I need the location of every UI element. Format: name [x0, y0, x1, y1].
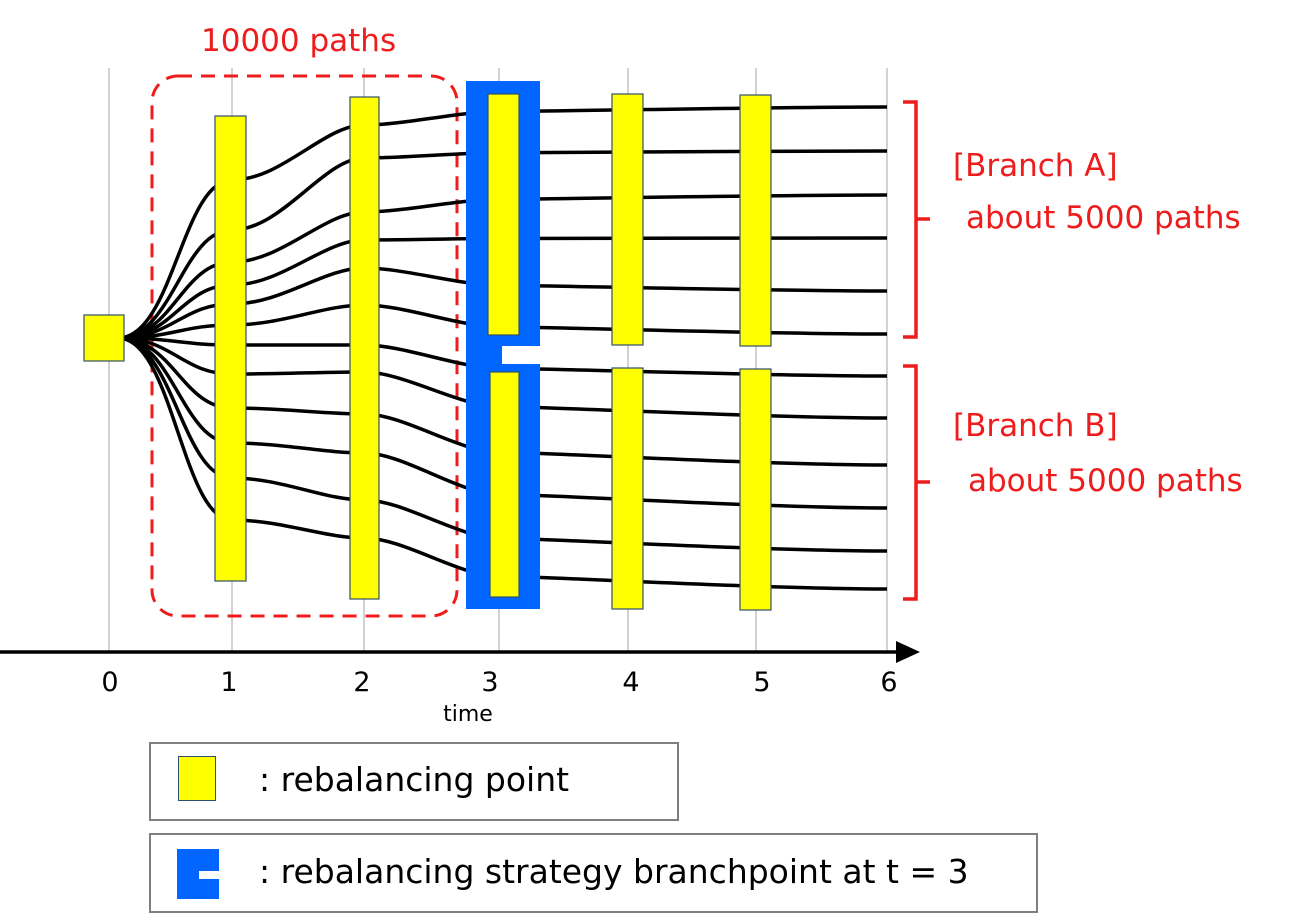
rebalancing-point-t3-a [487, 93, 520, 336]
tick-label-1: 1 [220, 667, 237, 698]
rebalancing-point-t4-a [611, 93, 644, 346]
tick-label-5: 5 [753, 667, 770, 698]
time-tick-labels: 0 1 2 3 4 5 6 [101, 667, 897, 698]
paths-total-label: 10000 paths [201, 23, 396, 59]
rebalancing-point-t1 [214, 115, 247, 582]
time-axis-arrowhead [896, 641, 920, 663]
yellow-square-icon [178, 756, 216, 801]
rebalancing-point-t3-b [489, 371, 520, 598]
simulated-path [117, 336, 888, 467]
paths-region-outline [150, 74, 459, 618]
tick-label-2: 2 [353, 667, 370, 698]
rebalancing-point-t2 [349, 96, 380, 600]
simulated-path [117, 336, 888, 420]
rebalancing-point-t5-b [739, 368, 772, 611]
tick-label-4: 4 [622, 667, 639, 698]
legend-rebalancing-point: : rebalancing point [149, 742, 679, 821]
legend-rebalancing-point-label: : rebalancing point [259, 760, 570, 799]
branch-a-bracket [903, 100, 930, 339]
simulated-path [117, 303, 888, 340]
tick-label-6: 6 [880, 667, 897, 698]
rebalancing-point-t0 [83, 314, 125, 362]
time-axis-title: time [443, 702, 493, 727]
simulated-path [117, 336, 888, 378]
legend-branchpoint-label: : rebalancing strategy branchpoint at t … [259, 852, 969, 891]
branch-a-count: about 5000 paths [966, 200, 1241, 236]
branchpoint-marker [466, 81, 540, 609]
branch-b-title: [Branch B] [953, 408, 1118, 444]
simulated-path [117, 336, 888, 510]
blue-notched-square-icon [177, 849, 219, 899]
rebalancing-points [83, 93, 772, 611]
tick-label-3: 3 [481, 667, 498, 698]
legend-branchpoint: : rebalancing strategy branchpoint at t … [149, 833, 1038, 913]
branch-a-title: [Branch A] [953, 148, 1118, 184]
simulated-path [117, 193, 888, 340]
branch-b-count: about 5000 paths [968, 463, 1243, 499]
simulated-path [117, 236, 888, 340]
tick-label-0: 0 [101, 667, 118, 698]
rebalancing-point-t4-b [611, 367, 644, 610]
branch-b-bracket [903, 364, 930, 601]
rebalancing-point-t5-a [739, 94, 772, 347]
simulated-paths [117, 105, 888, 591]
simulated-path [117, 266, 888, 340]
